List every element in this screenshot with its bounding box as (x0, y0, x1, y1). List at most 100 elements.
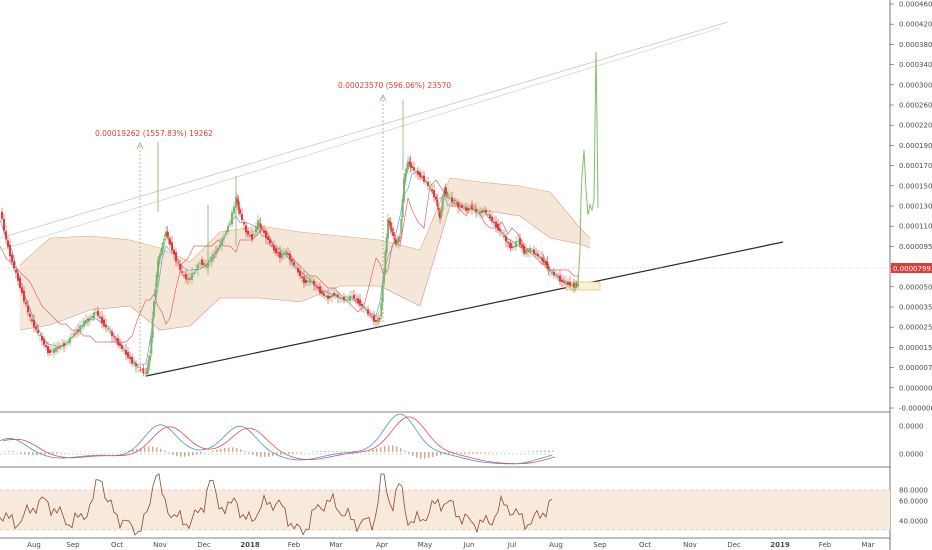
candle-body (115, 338, 117, 341)
macd-histogram-bar (408, 452, 410, 454)
macd-histogram-bar (12, 451, 14, 452)
candle-body (541, 257, 543, 261)
candle-body (377, 318, 380, 323)
candle-body (57, 347, 59, 349)
candle-body (337, 294, 339, 298)
macd-histogram-bar (160, 448, 162, 452)
time-tick-label: Mar (861, 541, 874, 549)
candle-body (45, 345, 47, 348)
macd-histogram-bar (240, 449, 242, 452)
rsi-panel[interactable] (0, 473, 553, 536)
candle-body (117, 338, 119, 345)
support-trendline[interactable] (145, 241, 784, 377)
price-tick-label: 0.00015000 (899, 182, 932, 190)
candle-body (205, 264, 207, 268)
candle-body (349, 295, 351, 302)
candle-body (567, 282, 569, 285)
candle-body (395, 239, 397, 245)
macd-panel[interactable] (0, 413, 556, 465)
time-axis[interactable]: Aug Sep Oct Nov Dec 2018 Feb Mar Apr May Jun Jul Aug… (27, 541, 875, 549)
candle-body (481, 210, 483, 213)
macd-histogram-bar (344, 451, 346, 452)
candle-body (273, 245, 275, 251)
price-axis[interactable]: 0.00046000 0.00042000 0.00038000 0.00034000… (890, 1, 932, 413)
candle-body (393, 238, 396, 240)
candle-body (275, 248, 277, 254)
macd-histogram-bar (372, 449, 374, 452)
time-tick-label: Sep (66, 541, 80, 549)
macd-histogram-bar (56, 452, 58, 454)
candle-body (555, 275, 557, 277)
candle-body (107, 328, 109, 330)
rsi-band (0, 490, 890, 530)
candle-body (371, 316, 373, 318)
candle-body (483, 209, 485, 212)
candle-body (436, 200, 439, 206)
macd-histogram-bar (456, 452, 458, 454)
price-tick-label: 0.00017000 (899, 162, 932, 170)
candle-body (215, 252, 217, 254)
candle-body (73, 334, 75, 336)
candle-body (546, 261, 549, 269)
candle-body (553, 272, 555, 276)
macd-histogram-bar (84, 451, 86, 452)
candle-body (213, 254, 215, 259)
candle-body (81, 325, 83, 327)
macd-histogram-bar (540, 450, 542, 452)
price-tick-label: 0.00011000 (899, 223, 932, 231)
macd-histogram-bar (292, 452, 294, 454)
macd-histogram-bar (476, 452, 478, 454)
candle-body (142, 368, 145, 374)
candle-body (469, 208, 471, 210)
candle-body (397, 237, 400, 243)
macd-histogram-bar (192, 452, 194, 456)
candle-body (455, 204, 457, 206)
candle-body (295, 267, 297, 269)
candle-body (79, 325, 81, 333)
macd-histogram-bar (440, 452, 442, 455)
rsi-axis[interactable]: 80.0000 60.0000 40.0000 (899, 487, 928, 526)
candle-body (451, 197, 453, 203)
macd-histogram-bar (480, 452, 482, 453)
candle-body (133, 362, 135, 365)
macd-histogram-bar (404, 450, 406, 452)
candle-body (3, 218, 5, 231)
macd-histogram-bar (232, 447, 234, 452)
candle-body (227, 226, 229, 232)
candle-body (111, 331, 113, 337)
candle-body (75, 331, 77, 335)
candle-body (577, 282, 579, 287)
candle-body (217, 248, 219, 252)
macd-histogram-bar (276, 452, 278, 456)
macd-histogram-bar (152, 446, 154, 452)
candle-body (43, 338, 45, 345)
candle-body (533, 249, 535, 254)
candle-body (391, 228, 393, 232)
macd-histogram-bar (380, 447, 382, 452)
macd-histogram-bar (32, 452, 34, 456)
candle-body (353, 294, 355, 299)
time-tick-label: Apr (376, 541, 388, 549)
macd-histogram-bar (280, 452, 282, 455)
candle-body (67, 341, 69, 344)
candle-body (95, 312, 97, 314)
candles[interactable] (1, 100, 579, 377)
macd-histogram-bar (184, 452, 186, 457)
candle-body (269, 239, 271, 244)
candle-body (388, 221, 391, 224)
candle-body (279, 251, 281, 258)
rsi-tick-label: 60.0000 (899, 498, 928, 506)
macd-axis[interactable]: 0.0000 0.0000 (899, 423, 924, 459)
candle-body (485, 210, 487, 213)
candle-body (421, 176, 423, 178)
candle-body (169, 238, 171, 245)
candle-body (527, 250, 529, 252)
time-tick-label: Aug (27, 541, 41, 549)
candle-body (97, 310, 99, 317)
candle-body (155, 274, 158, 288)
candle-body (392, 232, 395, 236)
candle-body (327, 295, 329, 299)
candle-body (11, 254, 13, 262)
candle-body (537, 254, 539, 256)
